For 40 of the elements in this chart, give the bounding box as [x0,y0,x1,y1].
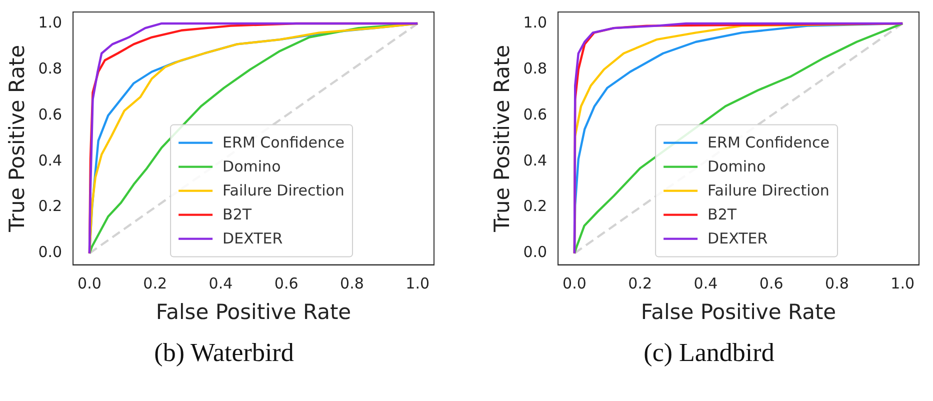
x-tick-label: 0.2 [143,274,168,293]
y-tick-label: 0.4 [523,151,548,170]
x-tick-label: 0.4 [208,274,233,293]
x-tick-label: 0.8 [825,274,849,293]
legend-label: B2T [222,206,252,224]
legend-label: Domino [222,158,281,176]
legend-label: ERM Confidence [222,134,345,152]
x-axis-title: False Positive Rate [156,300,352,324]
y-tick-label: 1.0 [38,13,62,32]
y-tick-label: 0.0 [38,243,62,262]
text: (c) Landbird [642,338,776,368]
y-tick-label: 0.8 [38,59,62,78]
x-tick-label: 1.0 [890,274,915,293]
x-tick-label: 0.6 [274,274,298,293]
x-tick-label: 0.4 [694,274,718,293]
y-tick-label: 0.4 [38,151,62,170]
legend-label: Failure Direction [708,182,830,200]
y-axis-title: True Positive Rate [490,44,514,233]
y-tick-label: 0.2 [523,197,548,216]
legend-label: DEXTER [708,230,768,248]
legend-label: Failure Direction [222,182,344,200]
y-tick-label: 0.2 [38,197,62,216]
legend-label: ERM Confidence [708,134,830,152]
x-tick-label: 0.0 [562,274,586,293]
x-axis-title: False Positive Rate [640,300,836,324]
x-tick-label: 0.6 [759,274,784,293]
y-tick-label: 0.8 [523,59,548,78]
y-axis-title: True Positive Rate [5,44,30,233]
y-tick-label: 0.6 [38,105,62,124]
legend-label: B2T [708,206,738,224]
x-tick-label: 1.0 [406,274,430,293]
text: (b) Waterbird [153,338,295,368]
legend-label: DEXTER [222,230,283,248]
x-tick-label: 0.0 [78,274,102,293]
y-tick-label: 0.0 [523,243,548,262]
y-tick-label: 0.6 [523,105,548,124]
legend-label: Domino [708,158,766,176]
x-tick-label: 0.8 [340,274,364,293]
y-tick-label: 1.0 [523,13,548,32]
x-tick-label: 0.2 [628,274,652,293]
